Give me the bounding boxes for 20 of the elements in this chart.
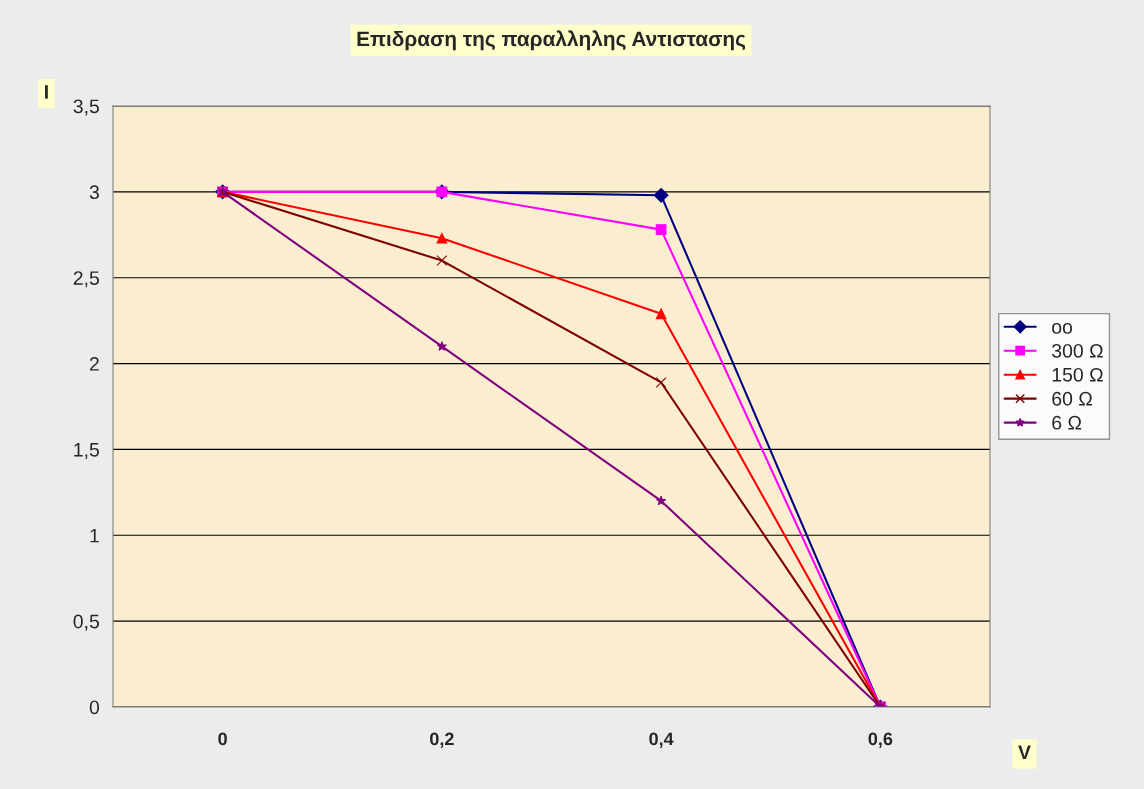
legend-label: 300 Ω [1052, 343, 1103, 358]
x-tick-label: 0,6 [868, 732, 893, 748]
y-tick-label: 3 [89, 185, 99, 200]
x-tick-label: 0,4 [649, 732, 674, 748]
y-tick-label: 1,5 [74, 443, 99, 459]
y-tick-label: 0 [89, 700, 100, 715]
y-tick-label: 0,5 [73, 614, 99, 631]
y-tick-label: 2 [89, 357, 99, 371]
legend-label: oo [1052, 323, 1073, 334]
legend-label: 150 Ω [1052, 367, 1103, 382]
y-tick-label: 3,5 [73, 99, 99, 116]
x-tick-label: 0 [218, 732, 227, 746]
y-tick-label: 2,5 [73, 271, 99, 288]
x-axis-title: V [1018, 745, 1031, 759]
x-tick-label: 0,2 [430, 732, 454, 748]
y-tick-label: 1 [90, 528, 99, 543]
legend-label: 60 Ω [1052, 391, 1092, 406]
chart-title: Επιδραση της παραλληλης Αντιστασης [357, 30, 746, 51]
legend-label: 6 Ω [1052, 415, 1082, 430]
y-axis-title: I [45, 85, 48, 99]
